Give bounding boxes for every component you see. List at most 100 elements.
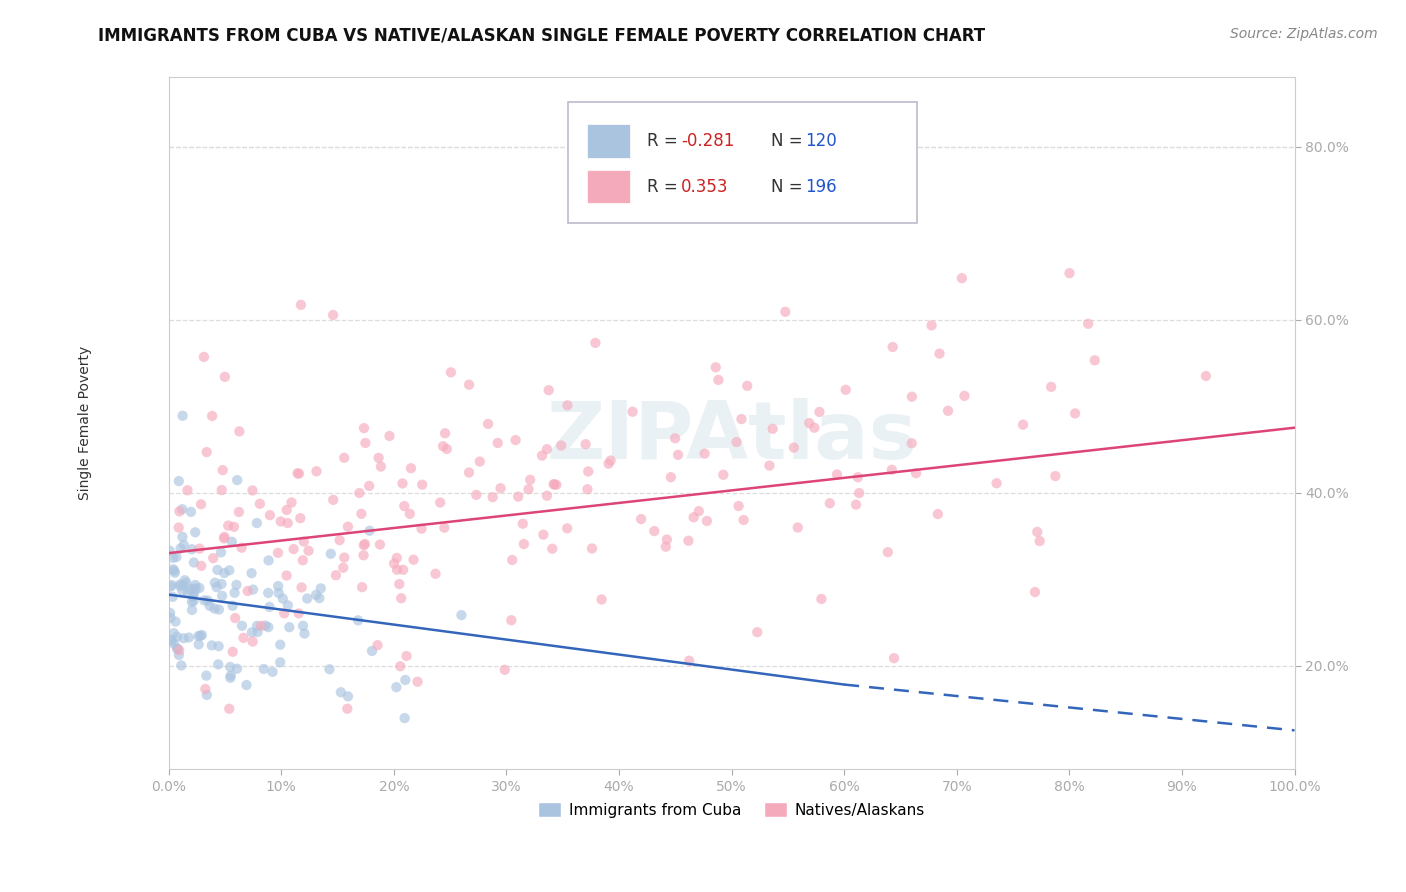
Point	[269, 638, 291, 652]
Point	[541, 541, 564, 556]
Point	[163, 626, 186, 640]
Point	[1195, 369, 1218, 384]
Point	[226, 473, 249, 487]
Point	[434, 426, 457, 441]
Text: 0.353: 0.353	[681, 178, 728, 195]
Point	[297, 543, 319, 558]
Point	[159, 611, 181, 625]
Point	[517, 482, 540, 496]
Point	[270, 515, 292, 529]
Point	[172, 530, 194, 544]
Point	[249, 497, 271, 511]
Point	[486, 436, 509, 450]
Point	[262, 665, 284, 679]
Point	[197, 593, 219, 607]
Point	[440, 365, 463, 379]
Point	[425, 566, 447, 581]
Point	[180, 595, 202, 609]
Point	[290, 298, 312, 312]
Point	[169, 541, 191, 556]
Point	[389, 591, 412, 606]
Point	[325, 568, 347, 582]
Point	[876, 545, 898, 559]
Point	[354, 537, 377, 551]
Point	[305, 588, 328, 602]
Point	[598, 457, 620, 471]
Point	[253, 662, 276, 676]
Point	[259, 508, 281, 523]
Point	[287, 467, 309, 481]
Point	[225, 578, 247, 592]
Point	[758, 458, 780, 473]
Point	[222, 645, 245, 659]
Point	[308, 591, 330, 606]
Point	[450, 608, 472, 623]
Point	[730, 412, 752, 426]
Point	[183, 556, 205, 570]
Point	[250, 619, 273, 633]
Point	[555, 521, 578, 535]
Point	[190, 558, 212, 573]
Point	[202, 551, 225, 566]
Point	[172, 583, 194, 598]
Point	[329, 685, 352, 699]
Point	[512, 516, 534, 531]
Point	[332, 560, 354, 574]
Point	[240, 566, 263, 581]
Point	[591, 592, 613, 607]
Point	[329, 533, 352, 548]
Point	[294, 626, 316, 640]
Point	[337, 690, 360, 704]
Point	[921, 318, 943, 333]
Point	[682, 510, 704, 524]
Point	[163, 566, 186, 580]
Point	[242, 634, 264, 648]
Point	[368, 537, 391, 551]
Point	[277, 599, 299, 613]
Point	[166, 641, 188, 656]
Point	[411, 522, 433, 536]
Point	[205, 580, 228, 594]
Point	[678, 654, 700, 668]
Point	[361, 644, 384, 658]
Point	[747, 625, 769, 640]
Point	[292, 534, 315, 549]
Text: -0.281: -0.281	[681, 132, 734, 150]
Point	[209, 545, 232, 559]
Point	[173, 573, 195, 587]
Point	[207, 657, 229, 672]
Point	[159, 580, 181, 594]
FancyBboxPatch shape	[568, 102, 917, 223]
Text: 196: 196	[804, 178, 837, 195]
Point	[846, 470, 869, 484]
Point	[235, 678, 257, 692]
Point	[195, 445, 218, 459]
Point	[212, 532, 235, 546]
Point	[214, 369, 236, 384]
Point	[176, 483, 198, 498]
Point	[219, 668, 242, 682]
Point	[159, 543, 181, 558]
Point	[436, 442, 458, 456]
Point	[276, 503, 298, 517]
Point	[1045, 469, 1067, 483]
Point	[218, 702, 240, 716]
Point	[352, 580, 374, 594]
Point	[162, 550, 184, 565]
Point	[208, 602, 231, 616]
Point	[163, 564, 186, 578]
Point	[953, 389, 976, 403]
Point	[336, 519, 359, 533]
Point	[848, 486, 870, 500]
Point	[505, 433, 527, 447]
Point	[160, 633, 183, 648]
Point	[391, 476, 413, 491]
Point	[406, 674, 429, 689]
Point	[198, 599, 221, 613]
Point	[882, 340, 904, 354]
Point	[1012, 417, 1035, 432]
Point	[536, 442, 558, 457]
Point	[359, 524, 381, 538]
Point	[735, 379, 758, 393]
Point	[277, 516, 299, 530]
